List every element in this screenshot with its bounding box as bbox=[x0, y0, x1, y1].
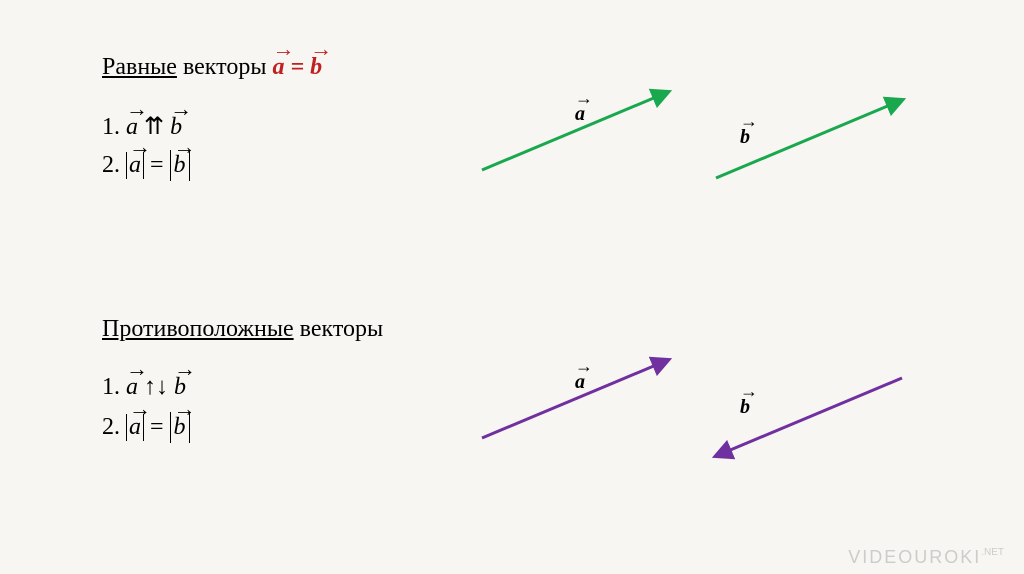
item-number: 2. bbox=[102, 414, 126, 440]
vec-a-label: →a bbox=[575, 103, 585, 126]
vec-b-label: →b bbox=[740, 126, 750, 149]
watermark-suffix: .NET bbox=[981, 547, 1004, 558]
item-number: 1. bbox=[102, 374, 126, 400]
vec-arrow-icon: → bbox=[174, 358, 186, 380]
vec-arrow-icon: → bbox=[174, 398, 186, 420]
watermark-text: VIDEOUROKI bbox=[848, 547, 981, 567]
section1-label-b: →b bbox=[740, 126, 750, 149]
section2-title-underline: Противоположные bbox=[102, 316, 294, 342]
section2-title-rest: векторы bbox=[294, 316, 383, 342]
section2-label-a: →a bbox=[575, 371, 585, 394]
norm-b: →b bbox=[170, 412, 190, 443]
vec-arrow-icon: → bbox=[575, 357, 585, 375]
watermark: VIDEOUROKI.NET bbox=[848, 547, 1004, 568]
section2-item2: 2. →a = →b bbox=[102, 412, 190, 443]
vec-b-label: →b bbox=[740, 396, 750, 419]
vec-arrow-icon: → bbox=[740, 112, 750, 130]
vec-a-label: →a bbox=[575, 371, 585, 394]
vec-b: →b bbox=[174, 414, 186, 441]
vec-arrow-icon: → bbox=[126, 358, 138, 380]
vec-arrow-icon: → bbox=[129, 398, 141, 420]
vec-arrow-icon: → bbox=[575, 89, 585, 107]
norm-a: →a bbox=[126, 414, 144, 441]
section2-label-b: →b bbox=[740, 396, 750, 419]
vec-a: →a bbox=[129, 414, 141, 441]
section1-diagram bbox=[0, 0, 1024, 574]
vec-arrow-icon: → bbox=[740, 382, 750, 400]
section2-title: Противоположные векторы bbox=[102, 316, 383, 343]
section1-label-a: →a bbox=[575, 103, 585, 126]
